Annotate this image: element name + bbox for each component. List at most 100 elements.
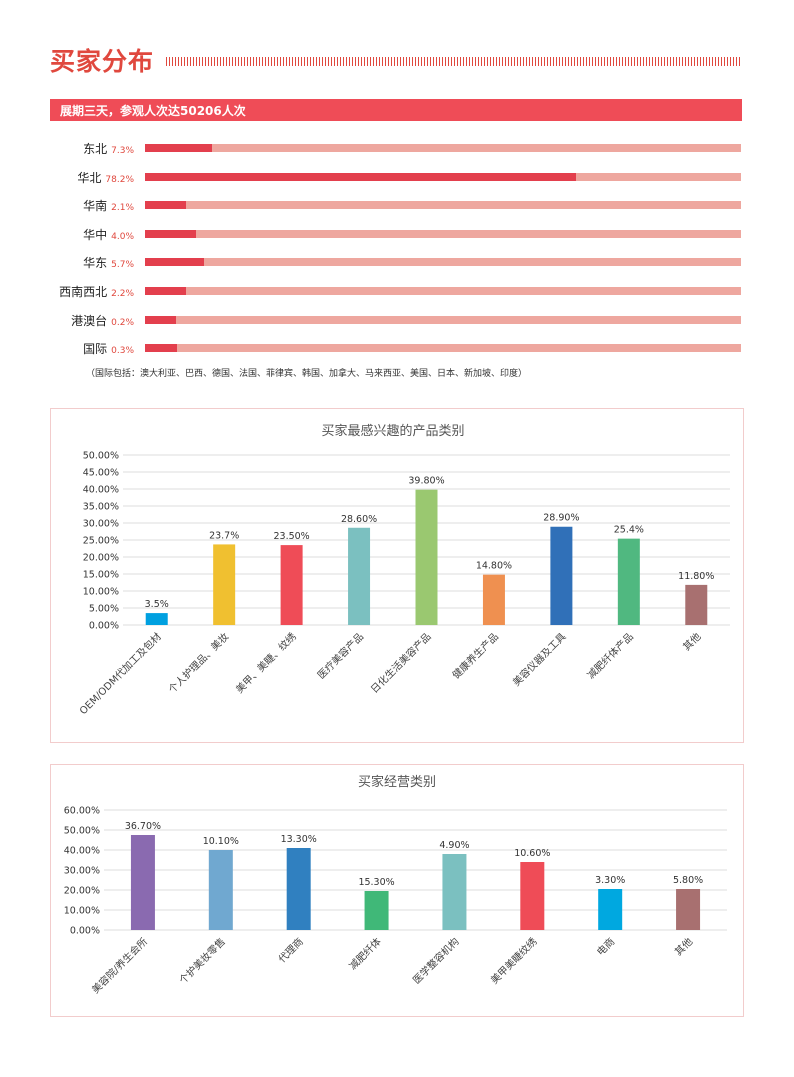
bar <box>213 544 236 625</box>
y-tick-label: 5.00% <box>89 604 119 615</box>
region-bar-fill <box>145 315 176 324</box>
bar <box>676 889 701 930</box>
region-name: 国际 <box>83 342 108 357</box>
data-label: 13.30% <box>281 834 317 845</box>
data-label: 5.80% <box>673 875 703 886</box>
region-percent: 78.2% <box>105 174 134 185</box>
region-row: 华中 4.0% <box>40 225 742 243</box>
y-tick-label: 10.00% <box>83 587 119 598</box>
y-tick-label: 10.00% <box>64 906 100 917</box>
region-label: 华南 2.1% <box>83 197 134 214</box>
product-interest-chart: 买家最感兴趣的产品类别 0.00% 5.00% 10.00% 15.00% 20.00% 2… <box>77 423 730 717</box>
data-label: 4.90% <box>439 840 469 851</box>
bar <box>415 489 438 625</box>
region-name: 西南西北 <box>59 285 108 299</box>
y-tick-label: 60.00% <box>64 806 100 817</box>
region-percent: 2.1% <box>111 203 134 214</box>
business-category-chart: 买家经营类别 0.00% 10.00% 20.00% 30.00% 40.00% 50.00… <box>64 774 727 996</box>
region-bar-track <box>145 144 741 152</box>
data-label: 3.30% <box>595 875 625 886</box>
category-label: 个人护理品、美妆 <box>166 630 232 696</box>
y-tick-label: 50.00% <box>83 451 119 462</box>
visitor-banner: 展期三天，参观人次达50206人次 <box>50 99 742 121</box>
category-label: 医学整容机构 <box>410 935 462 987</box>
y-tick-label: 35.00% <box>83 502 119 513</box>
region-bar-track <box>145 258 741 267</box>
chart-title: 买家经营类别 <box>358 774 436 790</box>
region-label: 华中 4.0% <box>83 226 134 243</box>
product-interest-chart-panel: 买家最感兴趣的产品类别 0.00% 5.00% 10.00% 15.00% 20.00% 2… <box>50 408 744 743</box>
bar <box>482 574 505 625</box>
page-title: 买家分布 <box>50 47 155 76</box>
region-percent: 7.3% <box>111 146 134 156</box>
region-row: 华北 78.2% <box>40 168 742 186</box>
region-percent: 0.2% <box>111 317 134 328</box>
region-bar-track <box>145 344 741 353</box>
title-decoration <box>166 57 741 66</box>
region-label: 港澳台 0.2% <box>71 312 134 329</box>
region-bar-fill <box>145 258 204 267</box>
region-row: 港澳台 0.2% <box>40 311 742 329</box>
region-bar-track <box>145 315 741 324</box>
y-tick-label: 20.00% <box>83 553 119 564</box>
region-label: 国际 0.3% <box>83 340 134 357</box>
data-label: 25.4% <box>614 525 644 536</box>
region-row: 华南 2.1% <box>40 196 742 214</box>
y-tick-label: 40.00% <box>83 485 119 496</box>
business-category-chart-panel: 买家经营类别 0.00% 10.00% 20.00% 30.00% 40.00% 50.00… <box>50 764 744 1017</box>
category-label: 电商 <box>594 935 617 958</box>
region-row: 东北 7.3% <box>40 139 742 157</box>
category-label: 美容仪器及工具 <box>510 630 569 689</box>
data-label: 36.70% <box>125 821 161 832</box>
region-bar-track <box>145 287 741 295</box>
region-row: 国际 0.3% <box>40 339 742 357</box>
bar <box>145 613 168 625</box>
y-tick-label: 40.00% <box>64 846 100 857</box>
category-label: 健康养生产品 <box>449 630 501 682</box>
y-tick-label: 50.00% <box>64 826 100 837</box>
y-tick-label: 30.00% <box>83 519 119 530</box>
region-name: 港澳台 <box>71 313 108 328</box>
region-bar-fill <box>145 172 576 181</box>
bar <box>280 545 303 625</box>
data-label: 28.60% <box>341 514 377 525</box>
bar <box>130 835 155 930</box>
y-tick-label: 15.00% <box>83 570 119 581</box>
region-bar-track <box>145 229 741 238</box>
region-percent: 5.7% <box>111 260 134 271</box>
region-percent: 0.3% <box>111 346 134 357</box>
category-label: OEM/ODM代加工及包材 <box>77 630 164 717</box>
region-bar-track <box>145 201 741 210</box>
bar <box>685 584 708 625</box>
y-tick-label: 45.00% <box>83 468 119 479</box>
data-label: 28.90% <box>543 513 579 524</box>
banner-text: 展期三天，参观人次达50206人次 <box>60 104 246 118</box>
data-label: 10.10% <box>203 836 239 847</box>
category-label: 美甲美睫纹绣 <box>488 935 540 987</box>
data-label: 3.5% <box>145 599 169 610</box>
category-label: 其他 <box>672 935 695 958</box>
region-bar-fill <box>145 201 186 210</box>
region-label: 华北 78.2% <box>77 169 134 186</box>
region-row: 华东 5.7% <box>40 253 742 271</box>
region-label: 华东 5.7% <box>83 254 134 271</box>
region-label: 东北 7.3% <box>83 140 134 157</box>
category-label: 其他 <box>680 630 703 653</box>
bar <box>520 862 545 930</box>
bar <box>598 889 623 930</box>
category-label: 日化生活美容产品 <box>368 630 434 696</box>
region-row: 西南西北 2.2% <box>40 282 742 300</box>
region-name: 东北 <box>83 142 108 156</box>
chart-title: 买家最感兴趣的产品类别 <box>321 423 464 439</box>
region-bar-fill <box>145 344 177 353</box>
category-label: 个护美妆零售 <box>176 935 228 987</box>
category-label: 减肥纤体 <box>346 935 383 972</box>
category-label: 代理商 <box>275 935 305 965</box>
bar <box>208 850 233 930</box>
region-name: 华东 <box>83 256 108 271</box>
y-tick-label: 0.00% <box>89 621 119 632</box>
y-tick-label: 30.00% <box>64 866 100 877</box>
region-bar-fill <box>145 229 196 238</box>
region-name: 华南 <box>83 199 108 214</box>
region-name: 华北 <box>77 170 102 185</box>
